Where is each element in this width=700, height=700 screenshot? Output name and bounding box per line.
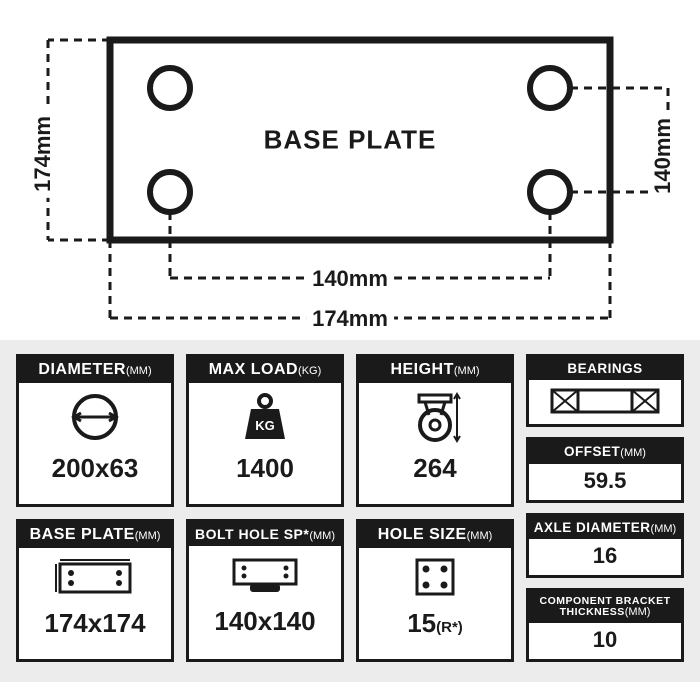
dim-left: 174mm (30, 110, 56, 198)
u: (KG) (298, 365, 321, 377)
plate-title: BASE PLATE (264, 125, 437, 156)
t: HOLE SIZE (378, 526, 467, 543)
right-column: BEARINGS OFFSET(MM) 59.5 AXLE DIAMETER(M… (526, 354, 684, 662)
v: 140x140 (189, 604, 341, 643)
u: (MM) (309, 530, 335, 542)
t: COMPONENT BRACKET THICKNESS (540, 595, 671, 618)
spec-grid: DIAMETER(MM) 200x63 MAX LOAD(KG) KG 1400… (0, 340, 700, 682)
v: 10 (529, 623, 681, 659)
weight-icon: KG (189, 383, 341, 451)
v: 174x174 (19, 606, 171, 645)
t: BASE PLATE (30, 526, 135, 543)
v: 16 (529, 539, 681, 575)
card-axle: AXLE DIAMETER(MM) 16 (526, 513, 684, 579)
base-plate-diagram: BASE PLATE 174mm 140mm 140mm 174mm (0, 0, 700, 340)
u: (MM) (135, 530, 161, 542)
t: DIAMETER (38, 361, 126, 378)
suf: (R*) (436, 619, 463, 636)
v: 1400 (189, 451, 341, 490)
holesize-icon (359, 548, 511, 606)
svg-text:KG: KG (255, 418, 275, 433)
num: 15 (407, 608, 436, 638)
u: (MM) (467, 530, 493, 542)
card-boltsp: BOLT HOLE SP*(MM) 140x140 (186, 519, 344, 662)
u: (MM) (625, 606, 651, 618)
caster-icon (359, 383, 511, 451)
card-holesize: HOLE SIZE(MM) 15(R*) (356, 519, 514, 662)
card-diameter: DIAMETER(MM) 200x63 (16, 354, 174, 507)
t: HEIGHT (390, 361, 453, 378)
t: MAX LOAD (209, 361, 298, 378)
u: (MM) (126, 365, 152, 377)
card-bracket: COMPONENT BRACKET THICKNESS(MM) 10 (526, 588, 684, 662)
card-maxload: MAX LOAD(KG) KG 1400 (186, 354, 344, 507)
baseplate-icon (19, 548, 171, 606)
card-offset: OFFSET(MM) 59.5 (526, 437, 684, 503)
v: 264 (359, 451, 511, 490)
t: BOLT HOLE SP* (195, 526, 309, 542)
card-baseplate: BASE PLATE(MM) 174x174 (16, 519, 174, 662)
boltsp-icon (189, 546, 341, 604)
card-bearings: BEARINGS (526, 354, 684, 427)
dim-bottom-outer: 174mm (306, 306, 394, 332)
v: 15(R*) (359, 606, 511, 645)
u: (MM) (620, 447, 646, 459)
dim-bottom-inner: 140mm (306, 266, 394, 292)
u: (MM) (454, 365, 480, 377)
v: 200x63 (19, 451, 171, 490)
t: OFFSET (564, 444, 620, 459)
t: BEARINGS (567, 361, 642, 376)
dim-right: 140mm (650, 112, 676, 200)
bearings-icon (529, 380, 681, 424)
u: (MM) (651, 523, 677, 535)
v: 59.5 (529, 464, 681, 500)
t: AXLE DIAMETER (534, 520, 651, 535)
card-height: HEIGHT(MM) 264 (356, 354, 514, 507)
diameter-icon (19, 383, 171, 451)
